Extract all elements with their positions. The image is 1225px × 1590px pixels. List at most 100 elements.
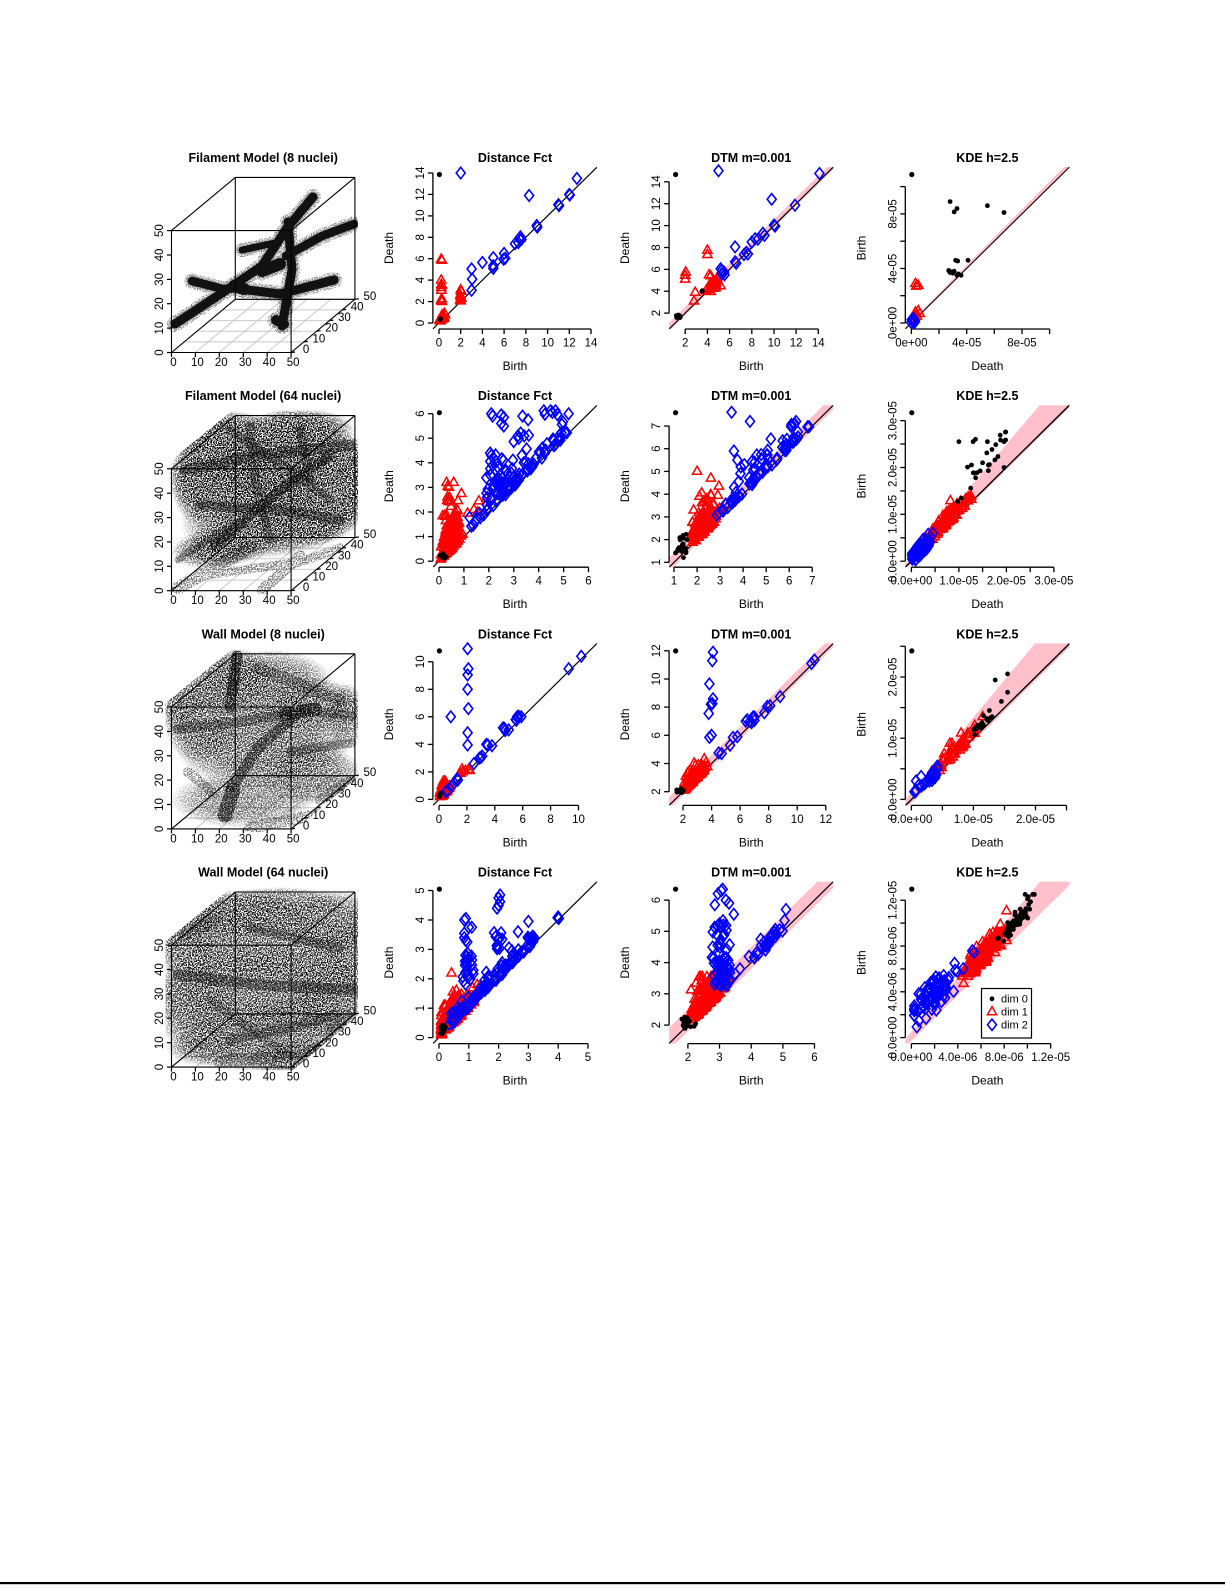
svg-text:12: 12 [651,197,663,210]
svg-text:2.0e-05: 2.0e-05 [987,576,1026,588]
svg-text:2: 2 [694,576,700,588]
svg-text:3: 3 [511,576,517,588]
svg-text:6: 6 [737,814,743,826]
svg-text:2: 2 [464,814,470,826]
svg-text:dim 2: dim 2 [1001,1020,1028,1032]
svg-text:20: 20 [154,774,166,787]
svg-text:20: 20 [325,561,338,573]
svg-text:40: 40 [263,833,276,845]
svg-text:3: 3 [651,991,663,997]
svg-text:8.0e-06: 8.0e-06 [887,926,899,965]
svg-text:10: 10 [191,595,204,607]
svg-text:40: 40 [154,725,166,738]
svg-text:5: 5 [763,576,769,588]
svg-text:Death: Death [382,232,396,264]
svg-text:50: 50 [364,767,377,779]
svg-text:KDE h=2.5: KDE h=2.5 [956,627,1018,641]
svg-text:dim 1: dim 1 [1001,1007,1028,1019]
svg-text:40: 40 [154,249,166,262]
svg-text:DTM m=0.001: DTM m=0.001 [711,866,791,880]
svg-text:10: 10 [572,814,585,826]
svg-text:30: 30 [154,988,166,1001]
svg-text:1.0e-05: 1.0e-05 [954,814,993,826]
svg-text:8: 8 [415,686,427,692]
svg-text:12: 12 [651,644,663,657]
svg-text:30: 30 [338,312,351,324]
svg-text:1: 1 [461,576,467,588]
svg-text:1: 1 [415,533,427,539]
svg-text:12: 12 [415,188,427,201]
svg-text:50: 50 [287,357,300,369]
svg-text:4: 4 [748,1052,755,1064]
svg-text:0: 0 [170,357,176,369]
svg-text:10: 10 [651,673,663,686]
svg-text:1.0e-05: 1.0e-05 [887,719,899,758]
svg-text:20: 20 [215,595,228,607]
svg-text:3: 3 [651,514,663,520]
svg-text:2: 2 [457,338,463,350]
svg-text:Birth: Birth [739,1074,764,1088]
svg-text:4.0e-06: 4.0e-06 [938,1052,977,1064]
svg-text:2.0e-05: 2.0e-05 [1016,814,1055,826]
svg-text:1: 1 [671,576,677,588]
svg-text:0: 0 [154,587,166,593]
svg-text:20: 20 [154,297,166,310]
svg-text:40: 40 [351,540,364,552]
svg-text:0: 0 [303,820,309,832]
svg-text:Birth: Birth [503,359,528,373]
svg-text:20: 20 [154,536,166,549]
svg-text:Death: Death [971,597,1003,611]
svg-text:0.0e+00: 0.0e+00 [887,778,899,820]
svg-text:30: 30 [239,595,252,607]
svg-text:5: 5 [651,468,663,474]
svg-text:1: 1 [466,1052,472,1064]
svg-text:1.0e-05: 1.0e-05 [887,495,899,534]
svg-text:10: 10 [313,1048,326,1060]
svg-text:40: 40 [351,1016,364,1028]
svg-text:6: 6 [415,255,427,261]
svg-text:6: 6 [726,338,732,350]
svg-text:0: 0 [415,1034,427,1040]
svg-text:Distance Fct: Distance Fct [478,389,553,403]
svg-text:6: 6 [786,576,792,588]
svg-text:3: 3 [716,1052,722,1064]
svg-text:0: 0 [303,344,309,356]
svg-text:0: 0 [154,1064,166,1070]
svg-text:6: 6 [585,576,591,588]
svg-text:5: 5 [560,576,566,588]
svg-text:20: 20 [325,799,338,811]
svg-text:50: 50 [154,701,166,714]
svg-text:4: 4 [535,576,542,588]
svg-text:8: 8 [765,814,771,826]
svg-text:Distance Fct: Distance Fct [478,866,553,880]
svg-text:Birth: Birth [854,474,868,499]
svg-text:12: 12 [790,338,803,350]
svg-text:50: 50 [154,224,166,237]
svg-text:50: 50 [364,291,377,303]
svg-text:Death: Death [971,1074,1003,1088]
svg-text:10: 10 [313,572,326,584]
svg-text:3.0e-05: 3.0e-05 [1034,576,1073,588]
svg-text:40: 40 [351,301,364,313]
svg-text:Death: Death [971,835,1003,849]
svg-text:10: 10 [768,338,781,350]
svg-text:30: 30 [338,550,351,562]
svg-text:KDE h=2.5: KDE h=2.5 [956,151,1018,165]
svg-text:12: 12 [819,814,832,826]
svg-text:30: 30 [239,833,252,845]
svg-text:20: 20 [215,357,228,369]
svg-text:0: 0 [436,576,442,588]
svg-text:2: 2 [651,310,663,316]
svg-text:Distance Fct: Distance Fct [478,151,553,165]
svg-text:8: 8 [523,338,529,350]
svg-text:50: 50 [364,1005,377,1017]
svg-text:8e-05: 8e-05 [887,199,899,228]
svg-text:20: 20 [215,833,228,845]
svg-text:20: 20 [154,1012,166,1025]
svg-text:1.2e-05: 1.2e-05 [887,881,899,920]
svg-text:0.0e+00: 0.0e+00 [890,1052,932,1064]
svg-text:4e-05: 4e-05 [952,338,981,350]
svg-text:4: 4 [651,287,663,294]
svg-text:Death: Death [618,232,632,264]
svg-text:0e+00: 0e+00 [887,307,899,339]
